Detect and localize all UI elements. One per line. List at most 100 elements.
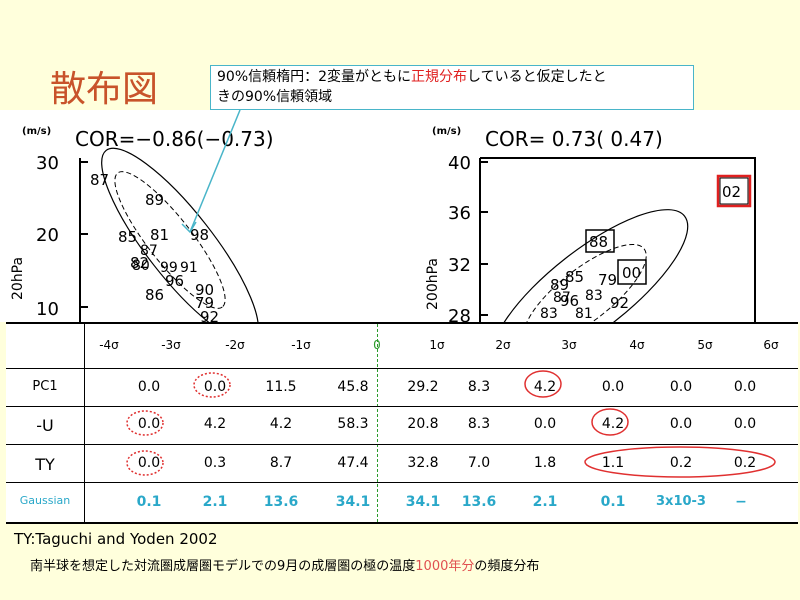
row-label: Gaussian xyxy=(19,494,71,507)
right-ytick-28: 28 xyxy=(448,306,471,322)
left-point-85: 85 xyxy=(118,228,137,246)
left-point-89: 89 xyxy=(145,191,164,209)
cell: 4.2 xyxy=(533,379,557,395)
left-scatter-plot: (m/s) COR=−0.86(−0.73) 30 20 10 20hPa 87… xyxy=(10,126,274,322)
cell: 0.0 xyxy=(601,379,625,395)
right-point-labels: 02 88 00 79 85 89 96 92 xyxy=(550,183,741,312)
right-frame xyxy=(480,157,756,322)
right-point-92: 92 xyxy=(610,294,629,312)
left-cluster-d: 91 xyxy=(180,260,198,276)
dotted-circle-pc1 xyxy=(193,372,231,398)
cell: 0.0 xyxy=(137,455,161,471)
cell: 1.1 xyxy=(601,455,625,471)
left-cluster-b: 80 xyxy=(132,258,150,274)
description-text: 南半球を想定した対流圏成層圏モデルでの9月の成層圏の極の温度1000年分の頻度分… xyxy=(30,555,539,574)
col-header: 1σ xyxy=(429,338,445,352)
cell: 1.8 xyxy=(533,455,557,471)
scatter-plots: (m/s) COR=−0.86(−0.73) 30 20 10 20hPa 87… xyxy=(0,110,800,322)
col-header: 6σ xyxy=(763,338,779,352)
cell: 0.1 xyxy=(136,494,162,510)
left-point-cluster: 87 80 99 91 xyxy=(132,243,198,276)
cell: 0.1 xyxy=(600,494,626,510)
col-header: -2σ xyxy=(225,338,245,352)
callout-arrow-line xyxy=(189,109,241,233)
dotted-circle-u xyxy=(126,410,164,436)
description-red: 1000年分 xyxy=(415,559,475,574)
cell: 8.3 xyxy=(467,379,491,395)
confidence-ellipse-callout: 90%信頼楕円：2変量がともに正規分布していると仮定したと きの90%信頼領域 xyxy=(210,65,694,110)
left-point-79: 79 xyxy=(195,294,214,312)
cell: 2.1 xyxy=(202,494,228,510)
left-cor-title: COR=−0.86(−0.73) xyxy=(75,127,274,151)
right-unit: (m/s) xyxy=(432,126,461,137)
right-point-88: 88 xyxy=(589,233,608,251)
cell: 0.0 xyxy=(669,379,693,395)
col-header: 3σ xyxy=(561,338,577,352)
col-header: 4σ xyxy=(629,338,645,352)
right-box-00 xyxy=(617,259,647,285)
cell: 34.1 xyxy=(335,494,371,510)
cell: 13.6 xyxy=(461,494,497,510)
cell: 0.3 xyxy=(203,455,227,471)
right-cluster-b: 83 xyxy=(585,288,603,304)
right-ylabel: 200hPa xyxy=(425,258,441,310)
cell: 11.5 xyxy=(265,379,297,395)
left-point-92: 92 xyxy=(200,308,219,322)
cell: 2.1 xyxy=(532,494,558,510)
cell: 4.2 xyxy=(203,416,227,432)
col-header-zero: 0 xyxy=(373,338,381,352)
callout-text-red: 正規分布 xyxy=(411,69,468,85)
cell: − xyxy=(735,494,747,510)
cell: 32.8 xyxy=(407,455,439,471)
row-label: -U xyxy=(36,416,54,435)
left-point-82: 82 xyxy=(130,254,149,272)
col-header: -1σ xyxy=(291,338,311,352)
right-cluster-c: 83 xyxy=(540,306,558,322)
plots-background xyxy=(0,110,800,322)
row-label: TY xyxy=(35,455,55,474)
left-ytick-20: 20 xyxy=(36,225,59,246)
right-point-79: 79 xyxy=(598,271,617,289)
cell: 47.4 xyxy=(337,455,369,471)
right-point-96: 96 xyxy=(560,292,579,310)
cell: 7.0 xyxy=(467,455,491,471)
cell: 13.6 xyxy=(263,494,299,510)
right-ytick-40: 40 xyxy=(448,153,471,174)
left-cluster-a: 87 xyxy=(140,243,158,259)
right-point-89: 89 xyxy=(550,276,569,294)
table-header-rule xyxy=(6,368,798,369)
slide-title: 散布図 xyxy=(50,69,159,110)
left-cluster-c: 99 xyxy=(160,260,178,276)
left-ytick-10: 10 xyxy=(36,299,59,320)
right-point-85: 85 xyxy=(565,268,584,286)
right-ytick-36: 36 xyxy=(448,203,471,224)
left-ytick-30: 30 xyxy=(36,153,59,174)
left-point-labels: 87 89 85 81 98 96 86 90 79 92 82 xyxy=(90,171,219,322)
right-box-02 xyxy=(719,177,749,205)
right-ellipse-90 xyxy=(491,209,689,322)
right-ellipse-dashed xyxy=(523,243,647,322)
cell: 3x10-3 xyxy=(656,494,706,509)
circle-u-4sigma xyxy=(591,408,629,436)
right-point-02: 02 xyxy=(722,183,741,201)
cell: 0.0 xyxy=(203,379,227,395)
cell: 0.2 xyxy=(733,455,757,471)
left-ylabel: 20hPa xyxy=(10,257,26,300)
cell: 0.2 xyxy=(669,455,693,471)
cell: 8.3 xyxy=(467,416,491,432)
cell: 0.0 xyxy=(669,416,693,432)
left-point-96: 96 xyxy=(165,272,184,290)
left-unit: (m/s) xyxy=(22,126,51,137)
right-scatter-plot: (m/s) COR= 0.73( 0.47) 40 36 32 28 200hP… xyxy=(425,126,756,322)
cell: 0.0 xyxy=(733,379,757,395)
cell: 0.0 xyxy=(733,416,757,432)
col-header: -4σ xyxy=(99,338,119,352)
table-rule-1 xyxy=(6,406,798,407)
cell: 4.2 xyxy=(601,416,625,432)
left-ellipse-dashed xyxy=(114,171,226,309)
circle-pc1-3sigma xyxy=(524,370,562,398)
col-header: 5σ xyxy=(697,338,713,352)
left-point-90: 90 xyxy=(195,281,214,299)
